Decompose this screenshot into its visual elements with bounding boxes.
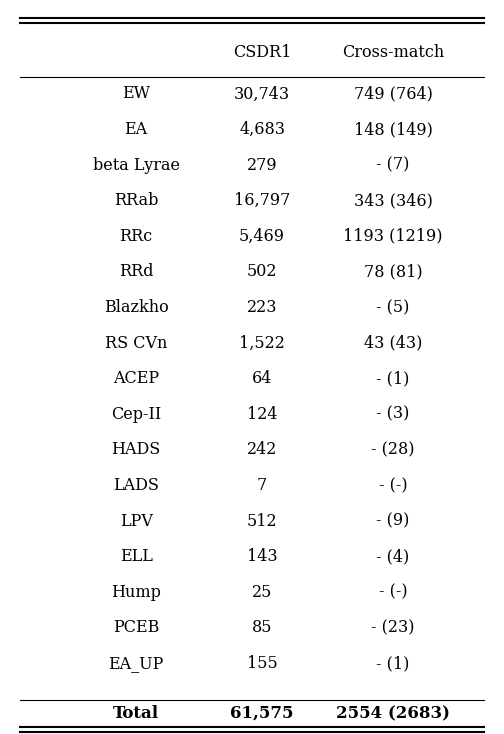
Text: - (1): - (1): [376, 370, 410, 388]
Text: - (1): - (1): [376, 655, 410, 672]
Text: EA: EA: [124, 121, 148, 138]
Text: Cep-II: Cep-II: [111, 406, 161, 423]
Text: 2554 (2683): 2554 (2683): [336, 705, 450, 722]
Text: 343 (346): 343 (346): [354, 192, 432, 209]
Text: Hump: Hump: [111, 584, 161, 601]
Text: EA_UP: EA_UP: [108, 655, 164, 672]
Text: - (7): - (7): [376, 156, 410, 174]
Text: CSDR1: CSDR1: [233, 44, 291, 62]
Text: 124: 124: [247, 406, 277, 423]
Text: 279: 279: [247, 156, 277, 174]
Text: - (-): - (-): [379, 477, 407, 494]
Text: 512: 512: [247, 512, 277, 530]
Text: 749 (764): 749 (764): [354, 85, 432, 103]
Text: 4,683: 4,683: [239, 121, 285, 138]
Text: - (3): - (3): [376, 406, 410, 423]
Text: 25: 25: [252, 584, 272, 601]
Text: - (4): - (4): [376, 548, 410, 565]
Text: Cross-match: Cross-match: [342, 44, 444, 62]
Text: 1,522: 1,522: [239, 335, 285, 352]
Text: 242: 242: [247, 441, 277, 459]
Text: 148 (149): 148 (149): [354, 121, 432, 138]
Text: 5,469: 5,469: [239, 228, 285, 245]
Text: HADS: HADS: [111, 441, 161, 459]
Text: 143: 143: [247, 548, 277, 565]
Text: 78 (81): 78 (81): [364, 264, 422, 280]
Text: RRd: RRd: [119, 264, 153, 280]
Text: RS CVn: RS CVn: [105, 335, 167, 352]
Text: 502: 502: [247, 264, 277, 280]
Text: 7: 7: [257, 477, 267, 494]
Text: 43 (43): 43 (43): [364, 335, 422, 352]
Text: 155: 155: [246, 655, 278, 672]
Text: 85: 85: [252, 619, 272, 636]
Text: RRc: RRc: [119, 228, 153, 245]
Text: Total: Total: [113, 705, 159, 722]
Text: - (9): - (9): [376, 512, 410, 530]
Text: - (-): - (-): [379, 584, 407, 601]
Text: ACEP: ACEP: [113, 370, 159, 388]
Text: 1193 (1219): 1193 (1219): [343, 228, 443, 245]
Text: 16,797: 16,797: [234, 192, 290, 209]
Text: - (28): - (28): [371, 441, 415, 459]
Text: 30,743: 30,743: [234, 85, 290, 103]
Text: - (23): - (23): [371, 619, 415, 636]
Text: 64: 64: [252, 370, 272, 388]
Text: Blazkho: Blazkho: [104, 299, 168, 316]
Text: PCEB: PCEB: [113, 619, 159, 636]
Text: RRab: RRab: [114, 192, 158, 209]
Text: EW: EW: [122, 85, 150, 103]
Text: ELL: ELL: [119, 548, 153, 565]
Text: - (5): - (5): [376, 299, 410, 316]
Text: beta Lyrae: beta Lyrae: [93, 156, 179, 174]
Text: 61,575: 61,575: [230, 705, 294, 722]
Text: LADS: LADS: [113, 477, 159, 494]
Text: 223: 223: [247, 299, 277, 316]
Text: LPV: LPV: [119, 512, 153, 530]
